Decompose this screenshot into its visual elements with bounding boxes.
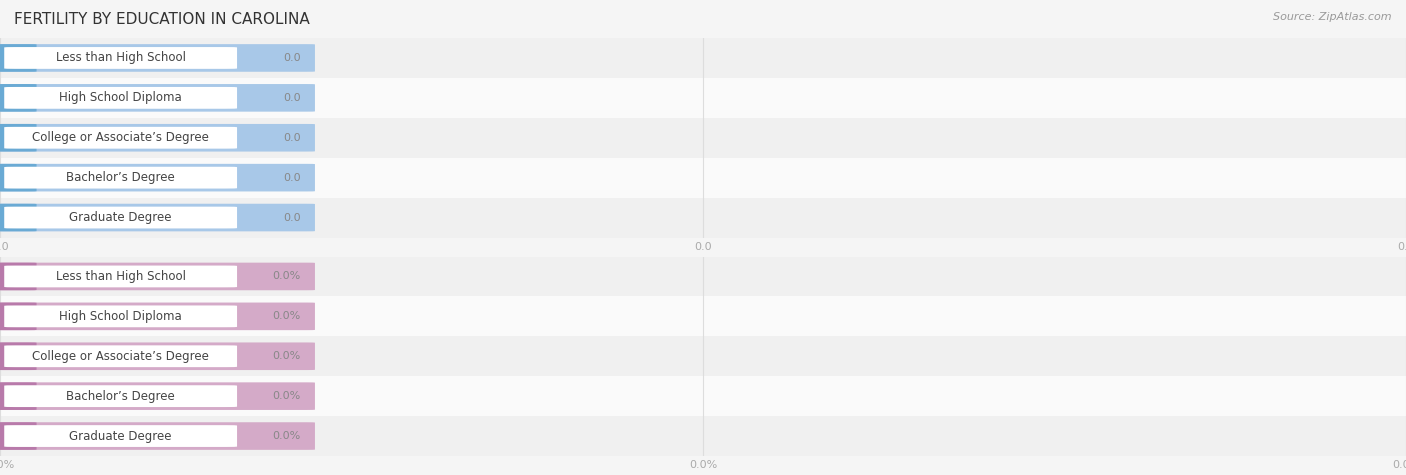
FancyBboxPatch shape [0, 342, 315, 370]
Bar [0, 336, 1406, 376]
Text: 0.0%: 0.0% [273, 431, 301, 441]
Text: Less than High School: Less than High School [56, 51, 186, 65]
FancyBboxPatch shape [4, 266, 238, 287]
FancyBboxPatch shape [0, 342, 37, 370]
FancyBboxPatch shape [4, 87, 238, 109]
FancyBboxPatch shape [0, 204, 315, 231]
FancyBboxPatch shape [0, 44, 315, 72]
Bar [0, 158, 1406, 198]
Bar [0, 256, 1406, 296]
Text: Bachelor’s Degree: Bachelor’s Degree [66, 171, 174, 184]
FancyBboxPatch shape [0, 84, 315, 112]
Text: 0.0: 0.0 [283, 212, 301, 223]
Bar [0, 376, 1406, 416]
Text: Less than High School: Less than High School [56, 270, 186, 283]
Text: Graduate Degree: Graduate Degree [69, 211, 172, 224]
Bar [0, 118, 1406, 158]
FancyBboxPatch shape [0, 303, 37, 330]
FancyBboxPatch shape [4, 47, 238, 69]
FancyBboxPatch shape [0, 44, 37, 72]
FancyBboxPatch shape [4, 345, 238, 367]
FancyBboxPatch shape [0, 164, 315, 191]
FancyBboxPatch shape [0, 263, 37, 290]
Bar [0, 198, 1406, 238]
FancyBboxPatch shape [4, 305, 238, 327]
Bar [0, 416, 1406, 456]
Text: 0.0%: 0.0% [273, 311, 301, 322]
FancyBboxPatch shape [0, 422, 37, 450]
FancyBboxPatch shape [0, 382, 315, 410]
Text: 0.0%: 0.0% [273, 351, 301, 361]
FancyBboxPatch shape [0, 382, 37, 410]
Bar [0, 38, 1406, 78]
Text: 0.0: 0.0 [283, 53, 301, 63]
FancyBboxPatch shape [0, 263, 315, 290]
FancyBboxPatch shape [0, 124, 315, 152]
FancyBboxPatch shape [0, 204, 37, 231]
FancyBboxPatch shape [0, 84, 37, 112]
Text: 0.0%: 0.0% [273, 271, 301, 282]
FancyBboxPatch shape [0, 422, 315, 450]
Text: 0.0%: 0.0% [273, 391, 301, 401]
Text: College or Associate’s Degree: College or Associate’s Degree [32, 131, 209, 144]
Text: Bachelor’s Degree: Bachelor’s Degree [66, 390, 174, 403]
Text: Source: ZipAtlas.com: Source: ZipAtlas.com [1274, 12, 1392, 22]
FancyBboxPatch shape [4, 207, 238, 228]
FancyBboxPatch shape [4, 127, 238, 149]
Text: College or Associate’s Degree: College or Associate’s Degree [32, 350, 209, 363]
Text: Graduate Degree: Graduate Degree [69, 429, 172, 443]
Text: High School Diploma: High School Diploma [59, 91, 181, 104]
Text: High School Diploma: High School Diploma [59, 310, 181, 323]
Text: 0.0: 0.0 [283, 172, 301, 183]
Bar [0, 296, 1406, 336]
FancyBboxPatch shape [0, 124, 37, 152]
FancyBboxPatch shape [0, 164, 37, 191]
Text: 0.0: 0.0 [283, 133, 301, 143]
FancyBboxPatch shape [4, 167, 238, 189]
Text: 0.0: 0.0 [283, 93, 301, 103]
FancyBboxPatch shape [4, 425, 238, 447]
FancyBboxPatch shape [0, 303, 315, 330]
Bar [0, 78, 1406, 118]
FancyBboxPatch shape [4, 385, 238, 407]
Text: FERTILITY BY EDUCATION IN CAROLINA: FERTILITY BY EDUCATION IN CAROLINA [14, 12, 309, 27]
